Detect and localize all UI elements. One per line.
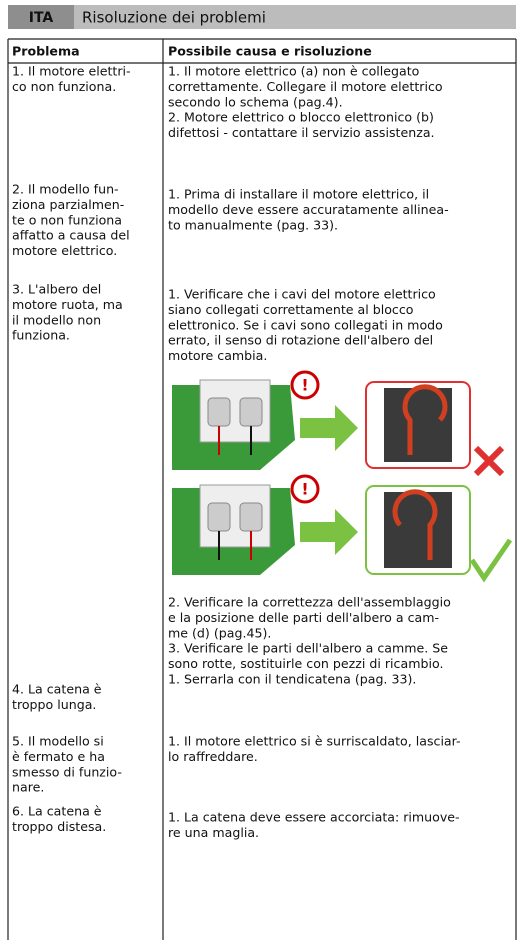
problem-line: 4. La catena è <box>12 682 102 697</box>
solution-line: 1. Il motore elettrico (a) non è collega… <box>168 64 420 79</box>
solution-line: 1. Verificare che i cavi del motore elet… <box>168 287 436 302</box>
problem-line: motore ruota, ma <box>12 297 123 312</box>
column-header: Problema <box>12 44 80 59</box>
column-header: Possibile causa e risoluzione <box>168 44 372 59</box>
solution-line: errato, il senso di rotazione dell'alber… <box>168 333 433 348</box>
header-title: Risoluzione dei problemi <box>82 9 266 27</box>
solution-line: e la posizione delle parti dell'albero a… <box>168 610 439 625</box>
solution-line: sono rotte, sostituirle con pezzi di ric… <box>168 656 443 671</box>
solution-line: 1. La catena deve essere accorciata: rim… <box>168 810 460 825</box>
problem-line: affatto a causa del <box>12 228 130 243</box>
header-bar <box>8 5 516 29</box>
problem-line: 1. Il motore elettri- <box>12 64 131 79</box>
problem-line: smesso di funzio- <box>12 764 122 779</box>
solution-line: to manualmente (pag. 33). <box>168 217 338 232</box>
solution-line: 3. Verificare le parti dell'albero a cam… <box>168 641 448 656</box>
solution-line: elettronico. Se i cavi sono collegati in… <box>168 317 443 332</box>
solution-line: difettosi - contattare il servizio assis… <box>168 125 435 140</box>
problem-line: il modello non <box>12 312 101 327</box>
problem-line: motore elettrico. <box>12 243 117 258</box>
problem-line: nare. <box>12 780 44 795</box>
solution-line: 2. Verificare la correttezza dell'assemb… <box>168 595 451 610</box>
solution-line: modello deve essere accuratamente alline… <box>168 202 449 217</box>
solution-line: re una maglia. <box>168 825 259 840</box>
solution-line: 2. Motore elettrico o blocco elettronico… <box>168 110 434 125</box>
solution-line: siano collegati correttamente al blocco <box>168 302 414 317</box>
svg-text:!: ! <box>301 376 308 395</box>
solution-line: lo raffreddare. <box>168 749 258 764</box>
solution-line: 1. Serrarla con il tendicatena (pag. 33)… <box>168 672 416 687</box>
problem-line: 3. L'albero del <box>12 282 101 297</box>
illustration: ! ! <box>172 370 513 583</box>
problem-line: te o non funziona <box>12 212 122 227</box>
solution-line: 1. Il motore elettrico si è surriscaldat… <box>168 734 461 749</box>
problem-line: ziona parzialmen- <box>12 197 124 212</box>
problem-line: è fermato e ha <box>12 749 105 764</box>
svg-text:!: ! <box>301 480 308 499</box>
problem-line: 2. Il modello fun- <box>12 182 119 197</box>
solution-line: me (d) (pag.45). <box>168 625 271 640</box>
problem-line: 5. Il modello si <box>12 734 104 749</box>
solution-line: 1. Prima di installare il motore elettri… <box>168 187 429 202</box>
solution-line: motore cambia. <box>168 348 267 363</box>
solution-line: correttamente. Collegare il motore elett… <box>168 79 443 94</box>
problem-line: funziona. <box>12 328 70 343</box>
problem-line: 6. La catena è <box>12 804 102 819</box>
problem-line: troppo lunga. <box>12 697 96 712</box>
problem-line: troppo distesa. <box>12 819 106 834</box>
lang-box <box>8 5 74 29</box>
problem-line: co non funziona. <box>12 79 116 94</box>
lang: ITA <box>29 10 54 26</box>
solution-line: secondo lo schema (pag.4). <box>168 94 343 109</box>
